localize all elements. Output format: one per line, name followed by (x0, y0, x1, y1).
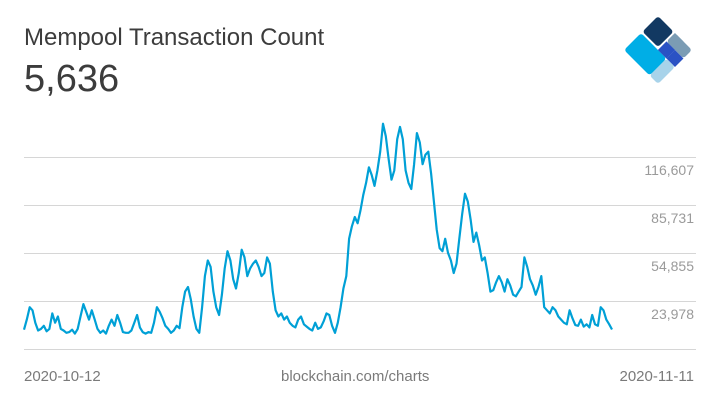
source-link[interactable]: blockchain.com/charts (281, 368, 430, 385)
start-date-label: 2020-10-12 (24, 368, 101, 385)
current-value: 5,636 (24, 58, 120, 100)
y-tick-label: 85,731 (651, 210, 694, 226)
series-line (22, 122, 613, 335)
y-tick-label: 23,978 (651, 306, 694, 322)
end-date-label: 2020-11-11 (619, 368, 694, 385)
chart-title: Mempool Transaction Count (24, 24, 325, 51)
y-tick-label: 54,855 (651, 258, 694, 274)
blockchain-logo-icon[interactable] (620, 12, 696, 88)
y-tick-label: 116,607 (644, 162, 694, 178)
gridlines (24, 157, 696, 350)
